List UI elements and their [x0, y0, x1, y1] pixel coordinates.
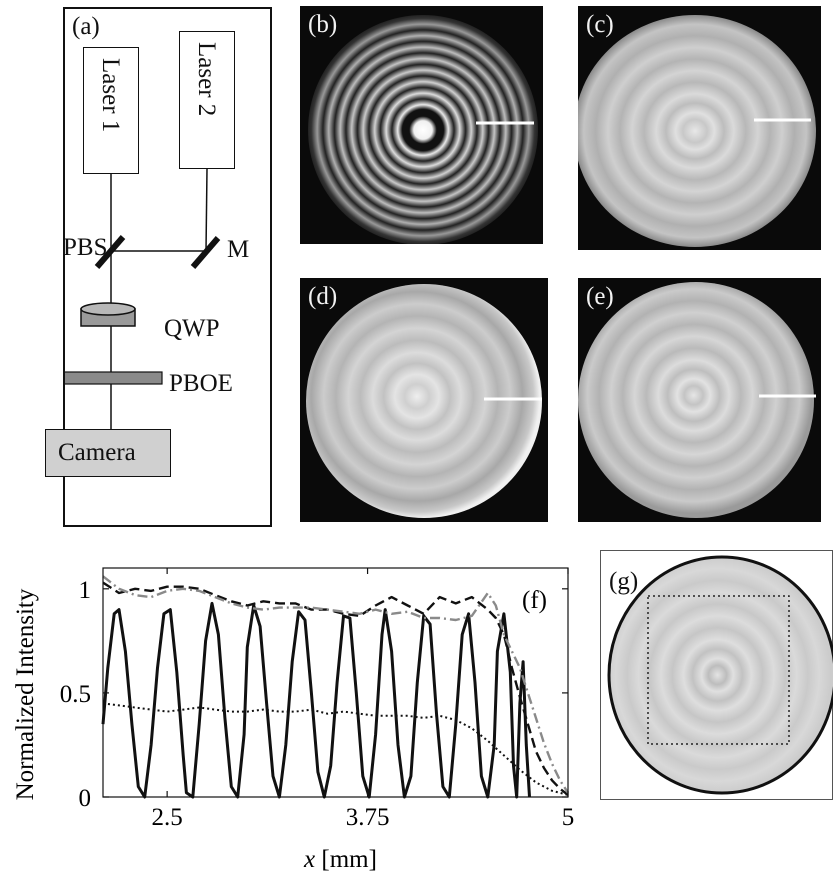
fringe-image-d: (d)	[300, 278, 548, 522]
panel-label-g: (g)	[609, 568, 639, 595]
panel-label-c: (c)	[586, 11, 614, 38]
panel-label-b: (b)	[308, 11, 338, 38]
laser-2-label: Laser 2	[193, 42, 220, 117]
x-tick-label: 2.5	[152, 804, 183, 831]
fringe-pattern-e	[578, 282, 816, 518]
laser-2-box: Laser 2	[179, 31, 235, 169]
intensity-chart: 2.5 3.75 5 0 0.5 1 Normalized Intensity x [mm…	[0, 550, 590, 873]
fringe-image-e: (e)	[578, 278, 821, 522]
mirror-plate	[190, 236, 221, 269]
laser-1-box: Laser 1	[83, 47, 139, 174]
y-tick-label: 1	[79, 577, 92, 604]
beam-path-svg	[65, 168, 221, 431]
fringe-pattern-b	[308, 15, 538, 244]
pboe-label: PBOE	[169, 370, 233, 397]
chart-axes-frame	[102, 567, 569, 798]
laser-1-label: Laser 1	[97, 58, 124, 133]
mirror-label: M	[227, 236, 250, 263]
fringe-image-c: (c)	[578, 6, 821, 250]
qwp-label: QWP	[164, 315, 220, 342]
fringe-pattern-d	[306, 284, 542, 518]
y-tick-label: 0	[79, 785, 92, 812]
pbs-plate	[94, 235, 126, 269]
x-tick-label: 5	[562, 804, 575, 831]
crop-region-box	[647, 595, 790, 745]
camera-box: Camera	[45, 429, 171, 477]
x-axis-label: x [mm]	[303, 846, 377, 872]
y-axis-label: Normalized Intensity	[12, 588, 39, 800]
processed-pattern-g	[607, 555, 833, 795]
setup-schematic-panel: (a) Laser 1 Laser 2 PBS M QWP PBOE Camer…	[45, 7, 272, 527]
qwp-lens-top	[80, 302, 136, 316]
series-line-3-dashdot	[102, 575, 570, 794]
panel-label-d: (d)	[308, 283, 338, 310]
beam-laser2-down	[205, 168, 208, 252]
fringe-pattern-c	[578, 15, 816, 247]
y-tick-label: 0.5	[60, 681, 91, 708]
panel-label-a: (a)	[72, 13, 100, 40]
processed-image-g: (g)	[600, 550, 833, 800]
series-line-1-solid	[101, 601, 531, 799]
pboe-plate	[65, 371, 163, 385]
pbs-label: PBS	[63, 234, 108, 261]
x-tick-label: 3.75	[346, 804, 390, 831]
camera-label: Camera	[58, 439, 136, 466]
panel-label-e: (e)	[586, 283, 614, 310]
fringe-image-b: (b)	[300, 6, 543, 244]
panel-label-f: (f)	[522, 587, 547, 614]
intensity-chart-svg: 2.5 3.75 5 0 0.5 1 Normalized Intensity x [mm…	[12, 567, 575, 873]
series-line-2-dashed	[102, 581, 569, 796]
